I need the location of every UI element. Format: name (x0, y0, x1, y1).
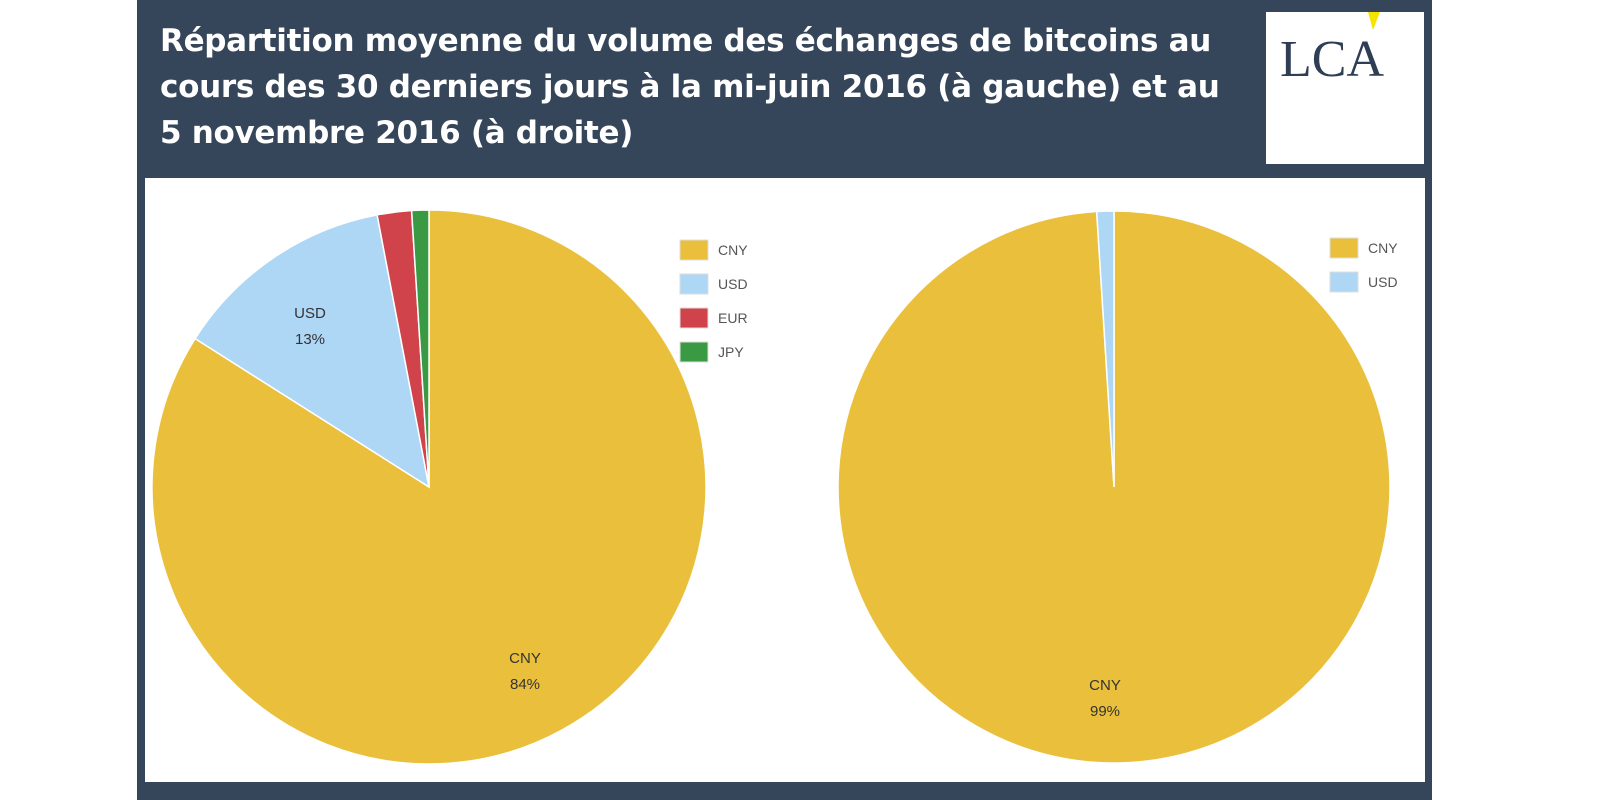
legend-label: USD (1368, 274, 1398, 290)
legend-swatch (679, 307, 709, 329)
plot-area: CNY USD EUR JPY CNY 84% USD 13% CNY USD CNY 99% (145, 178, 1425, 782)
legend-swatch (679, 341, 709, 363)
legend-swatch (1329, 237, 1359, 259)
legend-swatch (1329, 271, 1359, 293)
legend-label: JPY (718, 344, 744, 360)
slice-label: CNY (1089, 677, 1121, 694)
lca-logo: LCA (1266, 12, 1424, 164)
slice-label: USD (294, 305, 326, 322)
pie-slice-jpy (410, 209, 430, 488)
legend-label: USD (718, 276, 748, 292)
slice-percent: 99% (1090, 703, 1120, 720)
logo-accent-icon (1368, 12, 1380, 30)
slice-label: CNY (509, 650, 541, 667)
chart-title: Répartition moyenne du volume des échang… (160, 23, 1220, 151)
slice-percent: 84% (510, 676, 540, 693)
legend-label: CNY (718, 242, 748, 258)
pie-slice-usd (1095, 210, 1115, 488)
logo-text: LCA (1280, 31, 1384, 88)
legend-label: EUR (718, 310, 748, 326)
legend-label: CNY (1368, 240, 1398, 256)
pie-slice-usd (194, 214, 431, 489)
legend-swatch (679, 273, 709, 295)
legend-swatch (679, 239, 709, 261)
pie-charts: CNY USD EUR JPY CNY 84% USD 13% CNY USD CNY 99% (151, 209, 1398, 765)
slice-percent: 13% (295, 331, 325, 348)
